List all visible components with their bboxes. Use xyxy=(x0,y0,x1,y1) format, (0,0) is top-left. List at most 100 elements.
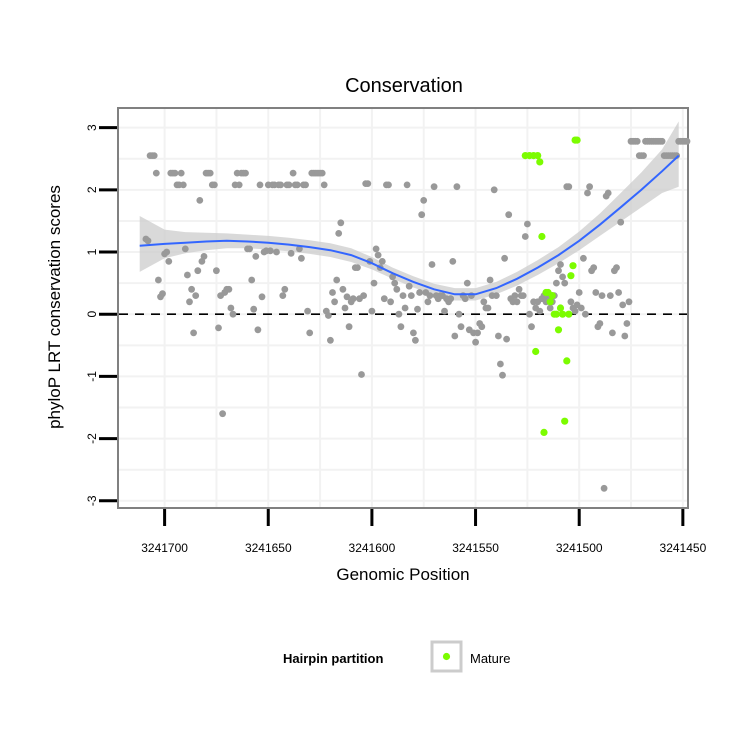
data-point-other xyxy=(621,332,629,340)
data-point-other xyxy=(206,169,214,177)
data-point-mature xyxy=(536,158,544,166)
data-point-other xyxy=(403,181,411,189)
data-point-other xyxy=(463,279,471,287)
data-point-other xyxy=(225,285,233,293)
y-axis: -3 -2 -1 0 1 2 3 xyxy=(85,124,117,506)
data-point-other xyxy=(596,320,604,327)
data-point-other xyxy=(557,261,564,268)
mature-points xyxy=(521,136,581,436)
data-point-other xyxy=(306,329,314,337)
data-point-other xyxy=(258,293,266,301)
data-point-other xyxy=(186,298,193,306)
data-point-other xyxy=(211,181,218,189)
data-point-other xyxy=(453,183,461,191)
data-point-other xyxy=(341,304,349,312)
y-tick-label: -3 xyxy=(85,495,99,506)
data-point-other xyxy=(472,338,479,346)
data-point-other xyxy=(380,295,388,303)
data-point-other xyxy=(302,181,309,189)
data-point-other xyxy=(575,289,583,296)
data-point-other xyxy=(219,410,227,418)
data-point-other xyxy=(192,292,200,299)
data-point-other xyxy=(279,292,287,299)
data-point-other xyxy=(165,258,173,265)
y-axis-title: phyloP LRT conservation scores xyxy=(45,185,64,429)
data-point-other xyxy=(159,290,166,298)
legend-mature-marker xyxy=(442,652,451,661)
data-point-other xyxy=(194,267,202,275)
data-point-mature xyxy=(561,417,569,425)
data-point-other xyxy=(235,181,243,189)
data-point-other xyxy=(200,253,208,260)
data-point-other xyxy=(339,285,347,293)
data-point-other xyxy=(387,298,394,306)
data-point-other xyxy=(242,169,249,177)
data-point-other xyxy=(179,181,187,189)
data-point-other xyxy=(318,169,326,177)
x-tick-label: 3241550 xyxy=(452,541,499,555)
data-point-other xyxy=(293,181,301,189)
data-point-other xyxy=(252,253,260,260)
data-point-other xyxy=(337,219,345,227)
data-point-other xyxy=(378,258,386,265)
data-point-other xyxy=(606,292,614,299)
data-point-other xyxy=(360,292,367,299)
data-point-other xyxy=(449,258,457,265)
data-point-other xyxy=(426,292,434,299)
data-point-other xyxy=(451,332,459,340)
data-point-other xyxy=(633,137,641,145)
data-point-other xyxy=(215,324,222,332)
data-point-other xyxy=(320,181,328,189)
data-point-other xyxy=(495,332,502,340)
data-point-other xyxy=(521,233,529,240)
data-point-other xyxy=(248,276,256,284)
data-point-other xyxy=(163,248,171,256)
data-point-mature xyxy=(563,357,571,365)
data-point-mature xyxy=(556,304,565,312)
data-point-other xyxy=(546,304,554,312)
data-point-other xyxy=(150,152,158,160)
data-point-mature xyxy=(552,310,561,318)
data-point-other xyxy=(395,310,403,318)
data-point-other xyxy=(385,181,392,189)
data-point-other xyxy=(492,292,500,299)
data-point-other xyxy=(619,301,627,309)
data-point-other xyxy=(349,295,357,303)
data-point-other xyxy=(401,304,409,312)
data-point-other xyxy=(266,247,274,255)
data-point-other xyxy=(287,249,295,257)
legend-label-mature: Mature xyxy=(470,651,510,666)
data-point-other xyxy=(580,254,587,262)
data-point-other xyxy=(586,183,593,191)
x-tick-label: 3241700 xyxy=(141,541,188,555)
data-point-other xyxy=(227,304,235,312)
data-point-other xyxy=(441,307,448,315)
data-point-other xyxy=(455,310,463,318)
data-point-other xyxy=(188,285,196,293)
data-point-other xyxy=(598,292,606,299)
data-point-mature xyxy=(567,272,575,280)
legend-key-box xyxy=(430,640,463,673)
data-point-mature xyxy=(559,310,567,318)
data-point-other xyxy=(304,307,311,315)
data-point-other xyxy=(254,326,262,334)
data-point-other xyxy=(625,298,633,306)
data-point-other xyxy=(213,267,220,275)
y-tick-label: 1 xyxy=(85,248,99,255)
data-point-other xyxy=(457,323,465,331)
data-point-other xyxy=(329,289,336,296)
data-point-mature xyxy=(573,136,581,144)
data-point-other xyxy=(424,298,432,306)
x-tick-label: 3241650 xyxy=(245,541,292,555)
data-point-other xyxy=(683,137,691,145)
data-point-other xyxy=(420,197,428,204)
legend-title: Hairpin partition xyxy=(283,651,383,666)
data-point-other xyxy=(289,169,297,177)
data-point-other xyxy=(391,279,399,287)
data-point-other xyxy=(524,220,531,228)
data-point-other xyxy=(325,312,332,319)
data-point-other xyxy=(410,329,417,337)
data-point-other xyxy=(246,245,254,253)
data-point-other xyxy=(561,279,569,287)
data-point-other xyxy=(430,183,438,191)
